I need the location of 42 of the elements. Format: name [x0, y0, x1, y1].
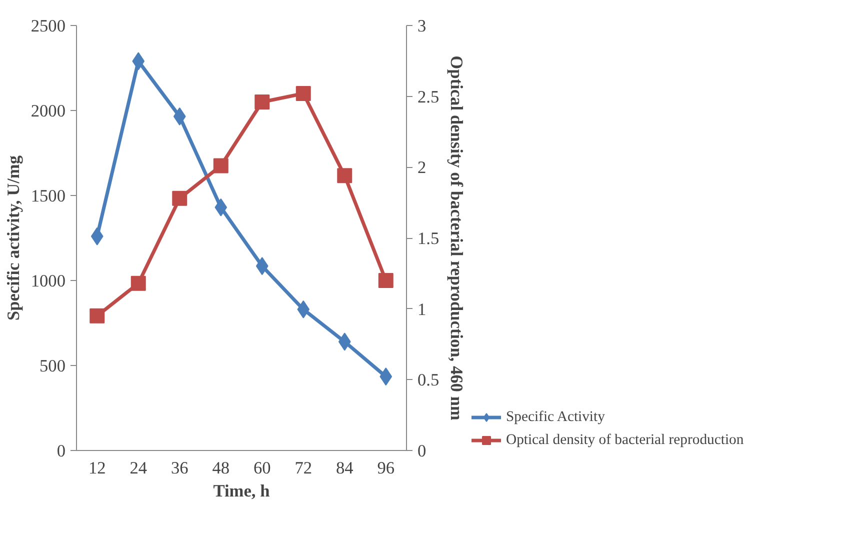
y2-tick-label: 1 — [418, 300, 426, 319]
point — [173, 107, 186, 126]
point — [338, 332, 351, 351]
point — [296, 86, 311, 101]
y2-tick-label: 0 — [418, 442, 426, 460]
y2-tick-label: 1.5 — [418, 229, 440, 248]
point — [380, 368, 392, 386]
y-tick-label: 2500 — [30, 16, 66, 36]
y2-tick-label: 0.5 — [418, 370, 440, 390]
y-tick-label: 1000 — [30, 272, 66, 290]
point — [214, 198, 228, 216]
y2-tick-label: 3 — [418, 16, 426, 36]
x-tick-label: 12 — [88, 458, 106, 478]
point — [213, 158, 228, 174]
x-axis-title: Time, h — [213, 482, 270, 500]
point — [378, 273, 394, 288]
y-axis-title: Specific activity, U/mg — [4, 155, 23, 321]
point — [90, 227, 104, 246]
x-tick-label: 36 — [170, 458, 189, 478]
x-tick-label: 24 — [130, 458, 148, 478]
y2-axis-title: Optical density of bacterial reproduction, 460 nm — [447, 56, 466, 421]
point — [130, 276, 146, 291]
x-tick-label: 48 — [212, 458, 230, 478]
point — [256, 257, 268, 276]
point — [254, 94, 270, 110]
point — [132, 52, 145, 70]
x-tick-label: 96 — [377, 458, 395, 478]
y2-tick-label: 2 — [418, 158, 426, 178]
x-tick-label: 84 — [336, 458, 354, 478]
x-tick-label: 72 — [294, 458, 312, 478]
point — [297, 300, 310, 318]
y2-tick-label: 2.5 — [418, 87, 440, 106]
point — [90, 308, 105, 324]
legend-label: Specific Activity — [506, 408, 605, 426]
y-tick-label: 500 — [40, 356, 66, 376]
y-tick-label: 0 — [56, 442, 66, 460]
x-tick-label: 60 — [253, 458, 271, 478]
legend-label: Optical density of bacterial reproduction — [506, 432, 744, 448]
point — [337, 168, 352, 184]
point — [172, 190, 188, 206]
y-tick-label: 1500 — [30, 186, 66, 206]
y-tick-label: 2000 — [30, 102, 66, 120]
